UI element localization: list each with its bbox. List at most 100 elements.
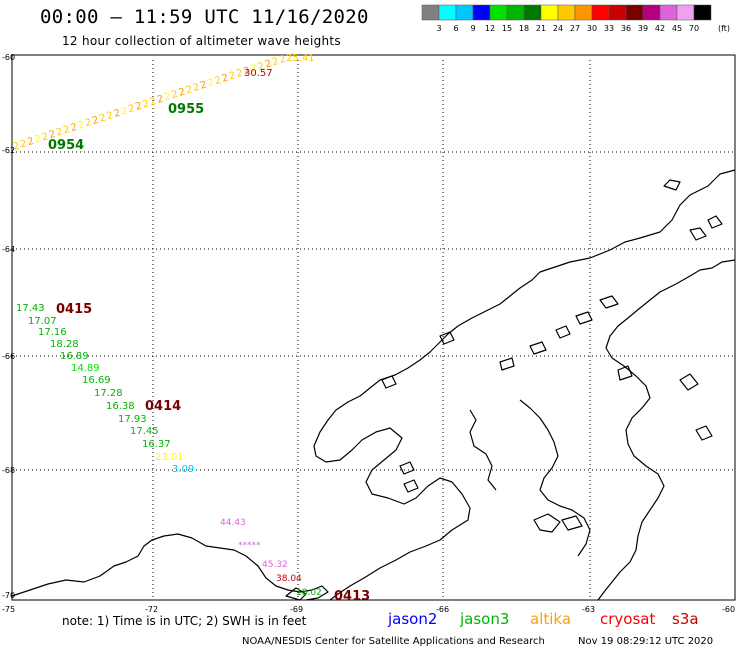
swath-mark: 2 — [228, 70, 237, 82]
swath-mark: 2 — [178, 87, 187, 99]
swath-mark: 2 — [163, 91, 172, 103]
track-label-0955: 0955 — [168, 102, 204, 117]
footer-timestamp: Nov 19 08:29:12 UTC 2020 — [578, 636, 713, 647]
map-frame — [11, 54, 736, 601]
legend-label: 36 — [621, 24, 631, 33]
legend-swatch — [625, 4, 644, 21]
swh-value: 45.32 — [262, 560, 288, 570]
legend-swatch — [523, 4, 542, 21]
legend-label: 27 — [570, 24, 580, 33]
swath-mark: 2 — [199, 80, 208, 92]
swh-value: 17.45 — [130, 426, 159, 437]
swath-mark: 2 — [257, 61, 266, 73]
swath-mark: 2 — [278, 54, 287, 66]
swh-value: 17.28 — [94, 388, 123, 399]
swh-value: 17.16 — [38, 327, 67, 338]
legend-swatch — [659, 4, 678, 21]
swath-mark: 2 — [77, 119, 86, 131]
legend-swatch — [421, 4, 440, 21]
legend-swatch — [608, 4, 627, 21]
swath-mark: 2 — [271, 56, 280, 68]
swh-value: 25.41 — [286, 53, 315, 64]
swath-mark: 2 — [55, 127, 64, 139]
swath-mark: 2 — [156, 94, 165, 106]
legend-swatch — [455, 4, 474, 21]
swh-value: 17.93 — [118, 414, 147, 425]
track-label-0954: 0954 — [48, 138, 84, 153]
swath-mark: 2 — [214, 75, 223, 87]
swath-mark: 2 — [84, 117, 93, 129]
swh-value: 23.01 — [155, 452, 184, 463]
legend-label: 18 — [519, 24, 529, 33]
swath-mark: 2 — [185, 84, 194, 96]
legend-swatch — [676, 4, 695, 21]
swath-mark: 2 — [149, 96, 158, 108]
legend-swatch — [489, 4, 508, 21]
swath-mark: 2 — [113, 108, 122, 120]
swath-mark: 2 — [264, 58, 273, 70]
swath-mark: 2 — [19, 138, 28, 150]
track-label-0413: 0413 — [334, 589, 370, 604]
peak-swh-labels: 30.57 25.41 — [244, 53, 315, 79]
swath-mark: 2 — [235, 68, 244, 80]
lat-label: -64 — [2, 245, 15, 254]
swh-value: 17.07 — [28, 316, 57, 327]
swath-mark: 2 — [41, 131, 50, 143]
swath-mark: 2 — [134, 101, 143, 113]
swh-value: 18.02 — [296, 588, 322, 598]
swath-mark: 2 — [206, 77, 215, 89]
legend-swatch — [642, 4, 661, 21]
legend-label: 39 — [638, 24, 648, 33]
legend-swatch — [438, 4, 457, 21]
swath-mark: 2 — [120, 105, 129, 117]
mission-altika: altika — [530, 610, 571, 628]
mission-s3a: s3a — [672, 610, 699, 628]
legend-label: 70 — [689, 24, 699, 33]
legend-swatch — [591, 4, 610, 21]
swath-mark: 2 — [70, 122, 79, 134]
chart-title: 00:00 – 11:59 UTC 11/16/2020 — [40, 6, 369, 28]
swh-value: 44.43 — [220, 518, 246, 528]
legend-swatch — [574, 4, 593, 21]
lat-axis-labels: -60 -62 -64 -66 -68 -70 — [2, 53, 15, 600]
legend-label: 9 — [470, 24, 475, 33]
swath-mark: 2 — [250, 63, 259, 75]
swh-value: 3.09 — [172, 464, 194, 475]
swh-value: 18.28 — [50, 339, 79, 350]
lat-label: -66 — [2, 352, 15, 361]
legend-label: 21 — [536, 24, 546, 33]
swath-mark: 2 — [242, 65, 251, 77]
legend-label: 3 — [436, 24, 441, 33]
legend-unit: (ft) — [718, 24, 730, 33]
swh-value: 14.89 — [71, 363, 100, 374]
swh-value: 17.43 — [16, 303, 45, 314]
track-time-labels: 0955 0954 0415 0414 0413 — [48, 102, 370, 604]
swh-value: 16.89 — [60, 351, 89, 362]
lon-label: -69 — [290, 605, 303, 614]
swath-mark: 2 — [127, 103, 136, 115]
swath-mark: 2 — [48, 129, 57, 141]
legend-swatch — [540, 4, 559, 21]
lon-axis-labels: -75 -72 -69 -66 -63 -60 — [2, 605, 735, 614]
swath-mark: 2 — [221, 72, 230, 84]
legend-label: 45 — [672, 24, 682, 33]
swh-value: 16.38 — [106, 401, 135, 412]
lat-label: -68 — [2, 466, 15, 475]
track-label-0415: 0415 — [56, 302, 92, 317]
swath-mark: 2 — [142, 98, 151, 110]
legend-swatch — [693, 4, 712, 21]
legend-swatch — [557, 4, 576, 21]
lat-lon-grid — [12, 60, 735, 600]
legend-label: 12 — [485, 24, 495, 33]
legend-label: 42 — [655, 24, 665, 33]
mission-jason2: jason2 — [387, 610, 437, 628]
swh-value: 30.57 — [244, 68, 273, 79]
lon-label: -66 — [436, 605, 449, 614]
swath-mark: 2 — [12, 141, 21, 153]
lon-label: -72 — [145, 605, 158, 614]
swath-mark: 2 — [91, 115, 100, 127]
swh-value: 16.37 — [142, 439, 171, 450]
lon-label: -63 — [582, 605, 595, 614]
